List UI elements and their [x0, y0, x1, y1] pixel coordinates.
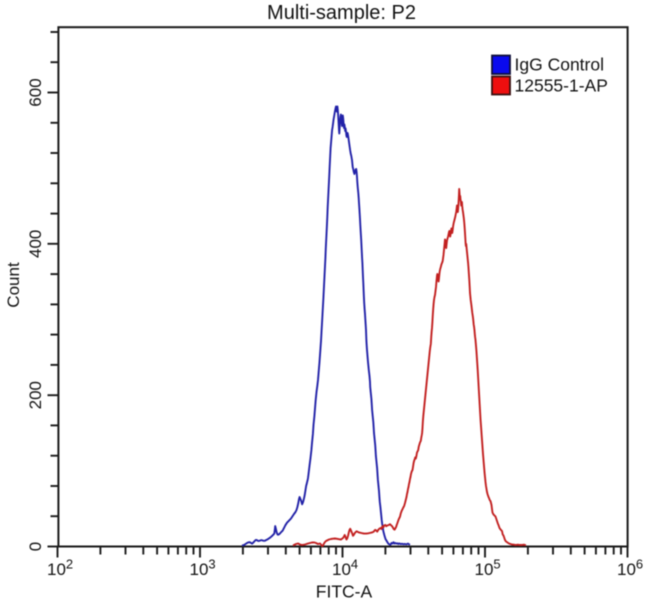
svg-text:400: 400	[26, 230, 45, 258]
svg-text:Count: Count	[4, 262, 23, 308]
svg-text:12555-1-AP: 12555-1-AP	[515, 76, 608, 96]
svg-text:Multi-sample: P2: Multi-sample: P2	[267, 2, 416, 24]
svg-text:IgG Control: IgG Control	[515, 55, 604, 75]
svg-text:200: 200	[26, 381, 45, 409]
svg-text:FITC-A: FITC-A	[316, 582, 373, 600]
svg-text:600: 600	[26, 78, 45, 106]
svg-text:0: 0	[26, 542, 45, 551]
